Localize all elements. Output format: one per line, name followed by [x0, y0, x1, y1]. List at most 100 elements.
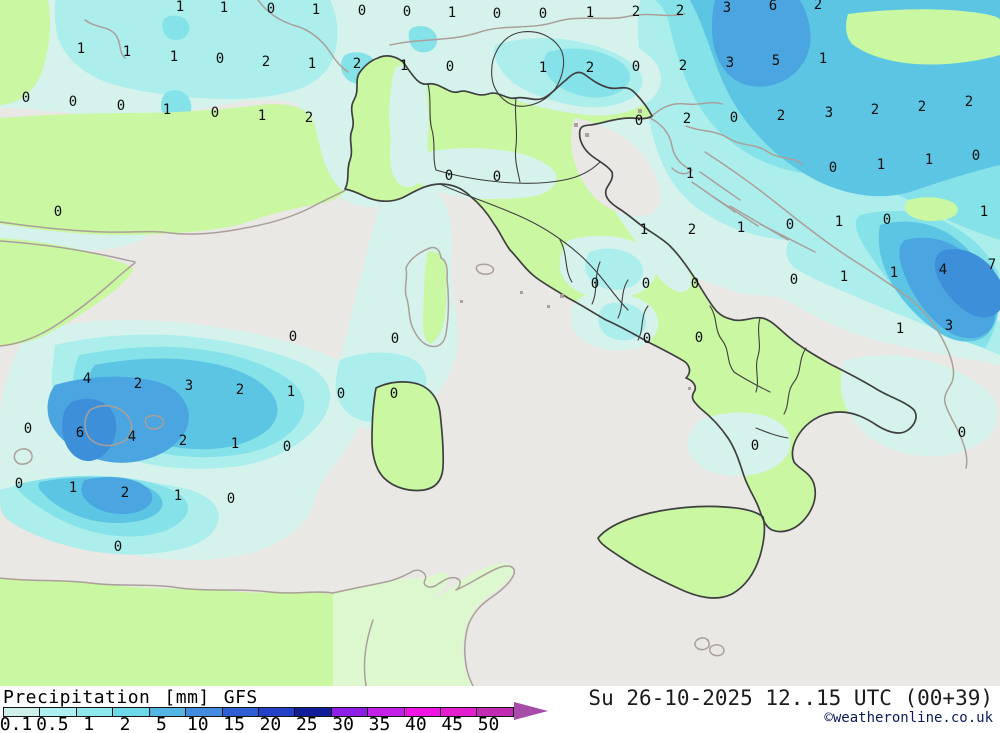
- land-spain: [0, 238, 134, 346]
- precip-value: 0: [68, 94, 78, 110]
- precip-value: 1: [834, 214, 844, 230]
- precip-value: 2: [813, 0, 823, 13]
- legend-title-param: Precipitation: [3, 687, 151, 708]
- precip-value: 1: [399, 58, 409, 74]
- legend-tick-label: 50: [477, 714, 500, 733]
- legend-tick-label: 0.1: [0, 714, 33, 733]
- precip-value: 5: [771, 53, 781, 69]
- legend-tick-label: 15: [223, 714, 245, 733]
- precip-value: 3: [722, 0, 732, 16]
- precip-value: 4: [127, 429, 137, 445]
- precip-value: 0: [116, 98, 126, 114]
- precip-value: 0: [357, 3, 367, 19]
- precip-value: 0: [729, 110, 739, 126]
- precip-value: 0: [492, 169, 502, 185]
- precip-value: 4: [82, 371, 92, 387]
- precip-value: 1: [889, 265, 899, 281]
- map-dots: [460, 109, 691, 390]
- precip-value: 2: [631, 4, 641, 20]
- precip-value: 0: [444, 168, 454, 184]
- precip-value: 0: [882, 212, 892, 228]
- precip-value: 1: [818, 51, 828, 67]
- legend-title-model: GFS: [223, 687, 258, 708]
- precip-value: 3: [725, 55, 735, 71]
- precip-value: 1: [162, 102, 172, 118]
- precip-value: 2: [261, 54, 271, 70]
- precip-value: 2: [687, 222, 697, 238]
- precip-value: 2: [870, 102, 880, 118]
- legend-tick-label: 30: [332, 714, 354, 733]
- land-algeria: [0, 578, 333, 686]
- precip-value: 1: [122, 44, 132, 60]
- precip-value: 2: [776, 108, 786, 124]
- precip-value: 2: [235, 382, 245, 398]
- precip-value: 0: [789, 272, 799, 288]
- precip-value: 1: [76, 41, 86, 57]
- land-france-corner: [0, 0, 51, 105]
- map-italy-svg: [0, 0, 1000, 686]
- precip-value: 0: [23, 421, 33, 437]
- precip-value: 1: [585, 5, 595, 21]
- precip-value: 0: [538, 6, 548, 22]
- legend-tick-label: 10: [186, 714, 209, 733]
- precip-value: 0: [389, 386, 399, 402]
- legend-title: Precipitation [mm] GFS: [3, 687, 258, 708]
- precip-value: 0: [750, 438, 760, 454]
- land-balkans: [846, 9, 1000, 65]
- precip-value: 1: [257, 108, 267, 124]
- land-corsica-east: [422, 251, 447, 344]
- precip-value: 0: [631, 59, 641, 75]
- precip-value: 2: [585, 60, 595, 76]
- precip-value: 0: [53, 204, 63, 220]
- precip-value: 0: [21, 90, 31, 106]
- dark-borders: [344, 31, 917, 599]
- precip-value: 1: [173, 488, 183, 504]
- precip-value: 0: [641, 276, 651, 292]
- legend-tick-label: 40: [405, 714, 427, 733]
- precip-value: 0: [215, 51, 225, 67]
- legend-arrow-icon: [514, 702, 548, 720]
- precip-value: 1: [639, 222, 649, 238]
- precip-value: 0: [957, 425, 967, 441]
- precip-value: 1: [311, 2, 321, 18]
- legend-tick-label: 1: [83, 714, 95, 733]
- precip-value: 0: [971, 148, 981, 164]
- legend-tick-label: 5: [155, 714, 167, 733]
- precip-value: 0: [634, 113, 644, 129]
- precip-value: 3: [944, 318, 954, 334]
- precip-value: 0: [828, 160, 838, 176]
- legend-colorbar: [3, 707, 514, 717]
- precip-value: 2: [964, 94, 974, 110]
- precip-value: 2: [120, 485, 130, 501]
- legend-color-box: [476, 707, 514, 717]
- precip-value: 0: [336, 386, 346, 402]
- precip-value: 2: [178, 433, 188, 449]
- copyright-text: ©weatheronline.co.uk: [824, 710, 993, 726]
- precip-value: 0: [14, 476, 24, 492]
- precip-value: 0: [282, 439, 292, 455]
- legend-tick-label: 25: [295, 714, 318, 733]
- precip-value: 1: [230, 436, 240, 452]
- precip-value: 6: [75, 425, 85, 441]
- precip-value: 3: [824, 105, 834, 121]
- forecast-datetime: Su 26-10-2025 12..15 UTC (00+39): [588, 686, 993, 710]
- legend-strip: Precipitation [mm] GFS 0.1 0.5 1 2 5 10 15 20 25 30…: [0, 686, 1000, 733]
- precip-value: 1: [286, 384, 296, 400]
- land-france: [0, 104, 345, 236]
- precip-value: 0: [694, 330, 704, 346]
- precip-value: 0: [492, 6, 502, 22]
- gray-borders: [0, 0, 968, 686]
- land-sardinia-south: [372, 381, 444, 491]
- legend-tick-label: 0.5: [36, 714, 69, 733]
- land-tunisia: [333, 563, 514, 686]
- precip-value: 1: [979, 204, 989, 220]
- precip-value: 4: [938, 262, 948, 278]
- precip-value: 2: [304, 110, 314, 126]
- precip-value: 6: [768, 0, 778, 14]
- precip-value: 0: [785, 217, 795, 233]
- precip-value: 1: [736, 220, 746, 236]
- precip-value: 1: [924, 152, 934, 168]
- precip-value: 1: [876, 157, 886, 173]
- precipitation-map: 1 1 0 1 0 0 1 0 0 1 2 2 3 6 2 1 1 1 0 2 1 2 1 0 1 2 0 2 3 5 1 0 0 0 1 0 1 2 2 0…: [0, 0, 1000, 686]
